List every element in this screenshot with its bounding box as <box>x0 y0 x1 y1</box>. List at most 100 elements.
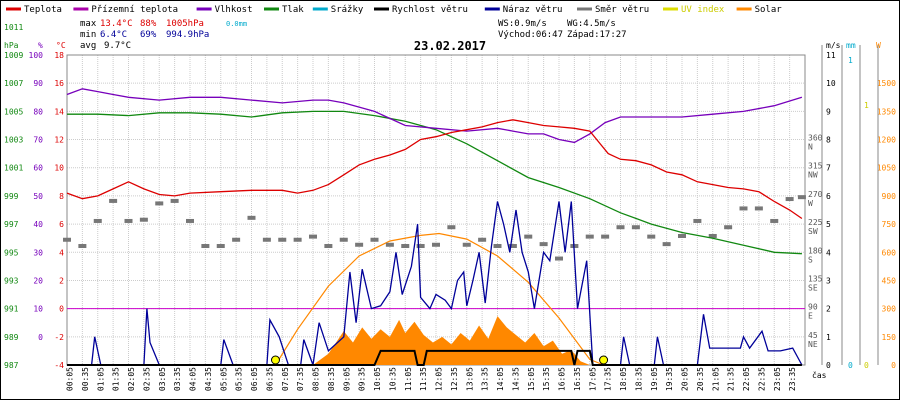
x-tick-label: 05:05 <box>219 367 228 391</box>
ms-tick-label: 11 <box>826 51 836 60</box>
wind-direction-mark <box>616 225 625 230</box>
direction-tick-compass: W <box>808 199 813 208</box>
legend-label: Solar <box>755 5 783 15</box>
hpa-tick-label: 999 <box>4 192 19 201</box>
ms-tick-label: 3 <box>826 276 831 285</box>
plot-area <box>63 54 806 366</box>
x-tick-label: 23:05 <box>773 367 782 391</box>
solar-tick-label: 750 <box>882 220 897 229</box>
wind-direction-mark <box>631 225 640 230</box>
x-tick-label: 11:05 <box>404 367 413 391</box>
wind-direction-mark <box>324 244 333 249</box>
direction-tick-degrees: 180 <box>808 246 823 255</box>
x-tick-label: 08:35 <box>327 367 336 391</box>
theoretical-solar-line <box>274 232 604 366</box>
sun-marker <box>599 355 609 365</box>
min-label: min <box>80 30 96 40</box>
ms-tick-label: 7 <box>826 164 831 173</box>
ms-unit-label: m/s <box>826 41 841 50</box>
wind-direction-mark <box>63 237 71 242</box>
wind-direction-mark <box>539 242 548 247</box>
wind-direction-mark <box>309 234 317 239</box>
legend-label: Tlak <box>282 5 304 15</box>
direction-tick-compass: E <box>808 312 813 321</box>
x-tick-label: 17:05 <box>588 367 597 391</box>
degc-tick-label: 6 <box>59 220 64 229</box>
hpa-tick-label: 1001 <box>4 164 23 173</box>
direction-tick-compass: NW <box>808 171 818 180</box>
ms-tick-label: 6 <box>826 192 831 201</box>
solar-area <box>266 316 590 365</box>
x-tick-label: 13:05 <box>465 367 474 391</box>
wind-direction-mark <box>293 237 302 242</box>
x-tick-label: 12:35 <box>450 367 459 391</box>
legend: Teplota Přízemní teplota Vlhkost Tlak Srážky… <box>6 5 782 15</box>
x-tick-label: 06:35 <box>265 367 274 391</box>
direction-tick-compass: S <box>808 255 813 264</box>
legend-label: Rychlost větru <box>392 5 468 15</box>
pct-tick-label: 60 <box>33 164 43 173</box>
x-tick-label: 16:35 <box>573 367 582 391</box>
ws-text: WS:0.9m/s <box>498 19 547 29</box>
uv-tick-label: 0 <box>864 361 869 370</box>
wind-direction-mark <box>693 218 702 223</box>
pct-tick-label: 100 <box>29 51 44 60</box>
hpa-tick-label: 1007 <box>4 79 23 88</box>
x-tick-label: 04:35 <box>204 367 213 391</box>
direction-tick-degrees: 225 <box>808 218 823 227</box>
legend-label: Směr větru <box>595 5 649 15</box>
x-tick-label: 14:05 <box>496 367 505 391</box>
degc-tick-label: 18 <box>54 51 64 60</box>
wind-direction-mark <box>478 237 487 242</box>
x-tick-label: 09:05 <box>342 367 351 391</box>
degc-tick-label: 2 <box>59 276 64 285</box>
x-tick-label: 20:05 <box>681 367 690 391</box>
humidity-line <box>66 88 803 144</box>
min-hum: 69% <box>140 30 157 40</box>
x-tick-label: 22:35 <box>757 367 766 391</box>
pressure-line <box>67 110 802 255</box>
pct-tick-label: 40 <box>33 220 43 229</box>
x-tick-label: 10:35 <box>388 367 397 391</box>
wind-direction-mark <box>139 217 148 222</box>
direction-tick-degrees: 135 <box>808 274 823 283</box>
degc-tick-label: -4 <box>54 361 64 370</box>
direction-tick-degrees: 90 <box>808 303 818 312</box>
x-tick-label: 17:35 <box>604 367 613 391</box>
x-tick-label: 19:35 <box>665 367 674 391</box>
hpa-tick-label: 1011 <box>4 23 23 32</box>
ms-tick-label: 4 <box>826 248 831 257</box>
x-tick-label: 03:35 <box>173 367 182 391</box>
x-tick-label: 20:35 <box>696 367 705 391</box>
hpa-tick-label: 1003 <box>4 136 23 145</box>
direction-tick-compass: SE <box>808 283 818 292</box>
hpa-tick-label: 989 <box>4 333 19 342</box>
wind-direction-mark <box>201 244 210 249</box>
pct-tick-label: 80 <box>33 107 43 116</box>
wind-direction-mark <box>678 233 686 238</box>
x-tick-label: 07:35 <box>296 367 305 391</box>
pct-tick-label: 20 <box>33 276 43 285</box>
wg-text: WG:4.5m/s <box>567 19 616 29</box>
wind-direction-mark <box>370 237 379 242</box>
pct-tick-label: 10 <box>33 305 43 314</box>
max-press: 1005hPa <box>166 19 204 29</box>
ms-tick-label: 0 <box>826 361 831 370</box>
uv-tick-label: 1 <box>864 101 869 110</box>
wind-direction-mark <box>78 244 87 249</box>
solar-tick-label: 1200 <box>877 136 896 145</box>
pct-tick-label: 30 <box>33 248 43 257</box>
x-tick-label: 11:35 <box>419 367 428 391</box>
degc-tick-label: 4 <box>59 248 64 257</box>
x-tick-label: 15:35 <box>542 367 551 391</box>
solar-tick-label: 1050 <box>877 164 896 173</box>
wind-direction-mark <box>770 218 779 223</box>
max-label: max <box>80 19 97 29</box>
mm-unit-label: mm <box>846 41 856 50</box>
hpa-unit-label: hPa <box>4 41 19 50</box>
solar-tick-label: 900 <box>882 192 897 201</box>
mm-tick-label: 1 <box>848 56 853 65</box>
solar-tick-label: 1350 <box>877 107 896 116</box>
wind-direction-mark <box>155 201 164 206</box>
